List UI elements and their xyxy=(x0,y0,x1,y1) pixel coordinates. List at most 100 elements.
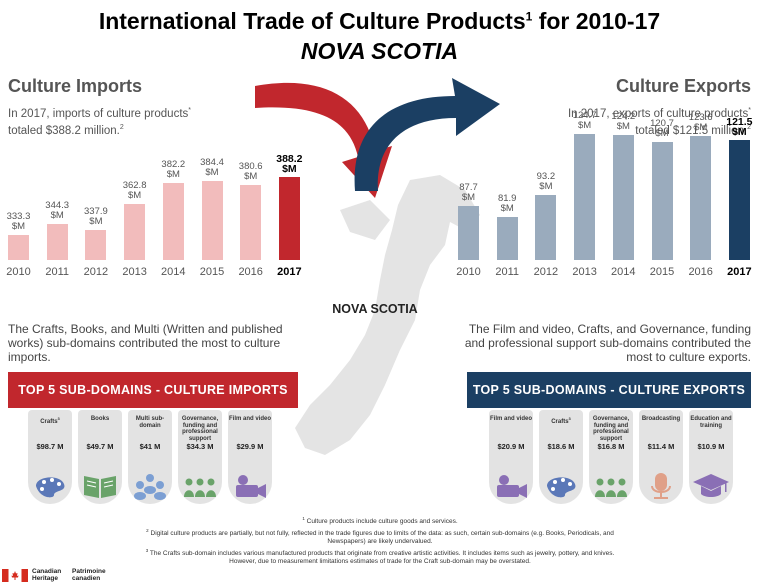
export-subdomain-label: Film and video xyxy=(489,416,532,422)
palette-icon xyxy=(36,477,65,498)
export-year-2013: 2013 xyxy=(572,266,597,278)
exports-bar-chart: 87.7 $M 2010 81.9 $M 2011 93.2 $M 2012 124.7 $M 201… xyxy=(450,110,759,285)
import-year-2012: 2012 xyxy=(83,266,109,278)
import-bar-2017 xyxy=(278,177,300,260)
import-subdomain-label: Multi sub-domain xyxy=(135,416,165,429)
export-value-label-2013: 124.7 $M xyxy=(572,109,597,131)
export-arrow-icon xyxy=(354,78,500,191)
import-value-label-2013: 362.8 $M xyxy=(122,180,147,202)
exports-banner: TOP 5 SUB-DOMAINS - CULTURE EXPORTS xyxy=(467,372,751,408)
export-subdomain-value: $20.9 M xyxy=(497,442,525,451)
export-subdomain-card: Film and video $20.9 M xyxy=(489,410,533,504)
export-value-label-2017: 121.5 $M xyxy=(726,116,753,139)
import-year-2010: 2010 xyxy=(6,266,31,278)
import-bar-2010 xyxy=(8,235,29,260)
import-value-label-2011: 344.3 $M xyxy=(45,199,70,221)
export-bar-2017 xyxy=(728,140,750,260)
export-subdomain-label: Governance, funding and professional sup… xyxy=(592,416,630,442)
export-bar-2016 xyxy=(690,135,712,260)
import-value-label-2014: 382.2 $M xyxy=(161,159,186,181)
export-subdomain-value: $18.6 M xyxy=(547,442,575,451)
import-bar-2012 xyxy=(85,230,107,260)
export-year-2014: 2014 xyxy=(611,266,636,278)
export-bar-2013 xyxy=(574,133,596,260)
book-icon xyxy=(84,476,116,498)
import-subdomain-label: Books xyxy=(90,416,110,422)
imports-summary: In 2017, imports of culture products* to… xyxy=(8,107,191,137)
export-year-2010: 2010 xyxy=(456,266,481,278)
export-subdomain-value: $10.9 M xyxy=(697,442,725,451)
people-icon xyxy=(134,474,166,500)
export-bar-2011 xyxy=(496,217,518,260)
exports-description: The Film and video, Crafts, and Governan… xyxy=(464,322,751,364)
canada-flag-icon xyxy=(2,568,28,582)
export-year-2015: 2015 xyxy=(649,266,675,278)
import-subdomain-card: Film and video $29.9 M xyxy=(228,410,272,504)
import-year-2013: 2013 xyxy=(122,266,147,278)
import-bar-2016 xyxy=(240,185,262,260)
import-subdomain-value: $34.3 M xyxy=(186,442,214,451)
export-value-label-2014: 124.2 $M xyxy=(611,110,636,132)
footnote-2: 2 Digital culture products are partially… xyxy=(146,528,614,546)
page-title: International Trade of Culture Products1… xyxy=(98,8,661,34)
import-bar-2013 xyxy=(124,204,146,260)
export-subdomain-label: Broadcasting xyxy=(641,416,681,422)
import-subdomain-card: Multi sub-domain $41 M xyxy=(128,410,172,504)
imports-bar-chart: 333.3 $M 2010 344.3 $M 2011 337.9 $M 2012 362.8 $M… xyxy=(0,150,310,285)
import-year-2011: 2011 xyxy=(45,266,70,278)
export-subdomain-card: Broadcasting $11.4 M xyxy=(639,410,683,504)
export-year-2011: 2011 xyxy=(495,266,520,278)
import-value-label-2017: 388.2 $M xyxy=(276,153,303,176)
export-value-label-2015: 120.7 $M xyxy=(650,117,674,139)
import-subdomain-value: $49.7 M xyxy=(86,442,114,451)
import-year-2017: 2017 xyxy=(277,266,302,278)
import-subdomain-label: Governance, funding and professional sup… xyxy=(181,416,219,442)
imports-top5: Crafts3 $98.7 M Books $49.7 M Multi sub-doma… xyxy=(28,410,278,510)
footnote-3: 3 The Crafts sub-domain includes various… xyxy=(145,548,615,566)
group-icon xyxy=(184,478,216,497)
export-subdomain-label: Crafts3 xyxy=(551,416,571,425)
import-bar-2015 xyxy=(201,181,223,260)
import-value-label-2015: 384.4 $M xyxy=(200,157,224,179)
camera-icon xyxy=(497,475,527,498)
import-value-label-2016: 380.6 $M xyxy=(238,161,263,183)
export-subdomain-label: Education and training xyxy=(690,416,732,429)
exports-title: Culture Exports xyxy=(615,76,751,96)
exports-summary: In 2017, exports of culture products* to… xyxy=(567,107,751,137)
import-bar-2011 xyxy=(46,223,68,260)
palette-icon xyxy=(547,477,576,498)
camera-icon xyxy=(236,475,266,498)
import-bar-2014 xyxy=(162,183,184,260)
export-year-2016: 2016 xyxy=(688,266,713,278)
nova-scotia-map xyxy=(295,175,480,455)
export-value-label-2016: 123.6 $M xyxy=(688,111,713,133)
export-value-label-2010: 87.7 $M xyxy=(459,181,478,203)
import-subdomain-label: Crafts3 xyxy=(40,416,60,425)
group-icon xyxy=(595,478,627,497)
import-year-2016: 2016 xyxy=(238,266,263,278)
export-bar-2014 xyxy=(612,134,634,260)
exports-top5: Film and video $20.9 M Crafts3 $18.6 M Gover… xyxy=(489,410,739,510)
export-subdomain-value: $16.8 M xyxy=(597,442,625,451)
import-subdomain-value: $29.9 M xyxy=(236,442,264,451)
microphone-icon xyxy=(651,473,671,499)
export-year-2012: 2012 xyxy=(533,266,559,278)
import-subdomain-card: Crafts3 $98.7 M xyxy=(28,410,72,504)
import-subdomain-card: Governance, funding and professional sup… xyxy=(178,410,222,504)
graduation-cap-icon xyxy=(693,474,729,497)
imports-title: Culture Imports xyxy=(8,76,143,96)
import-subdomain-value: $41 M xyxy=(139,442,161,451)
export-value-label-2012: 93.2 $M xyxy=(536,171,556,193)
import-subdomain-card: Books $49.7 M xyxy=(78,410,122,504)
export-subdomain-card: Education and training $10.9 M xyxy=(689,410,733,504)
export-subdomain-value: $11.4 M xyxy=(647,442,675,451)
import-subdomain-label: Film and video xyxy=(228,416,271,422)
import-value-label-2012: 337.9 $M xyxy=(84,206,108,228)
export-subdomain-card: Crafts3 $18.6 M xyxy=(539,410,583,504)
import-year-2015: 2015 xyxy=(199,266,225,278)
import-year-2014: 2014 xyxy=(161,266,186,278)
export-bar-2015 xyxy=(651,141,673,260)
imports-description: The Crafts, Books, and Multi (Written an… xyxy=(8,322,283,364)
export-bar-2012 xyxy=(535,195,557,260)
export-subdomain-card: Governance, funding and professional sup… xyxy=(589,410,633,504)
